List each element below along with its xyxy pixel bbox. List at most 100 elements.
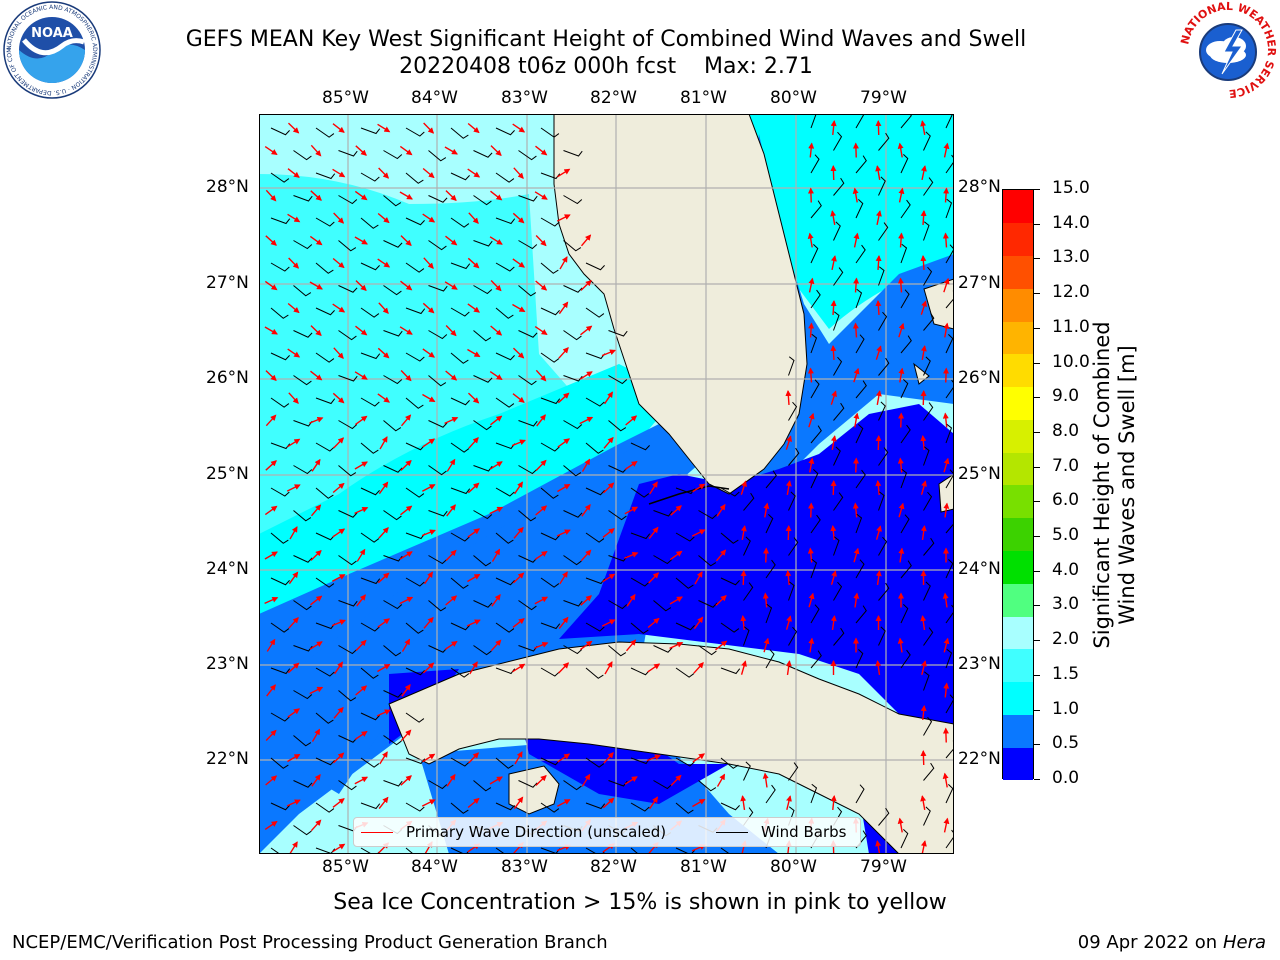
wind-barb [450, 487, 471, 495]
wave-direction-arrow [920, 210, 927, 226]
wave-direction-arrow [943, 322, 950, 338]
wind-barb [360, 397, 380, 407]
wave-direction-arrow [378, 796, 389, 809]
wave-direction-arrow [646, 754, 661, 762]
wind-barb [630, 487, 650, 498]
colorbar-segment [1003, 583, 1033, 617]
wind-barb [338, 240, 357, 252]
wave-direction-arrow [467, 482, 480, 494]
wind-barb [720, 847, 740, 854]
wind-barb [810, 244, 819, 264]
wave-direction-arrow [489, 371, 503, 380]
wave-direction-arrow [581, 504, 591, 517]
colorbar-segment [1003, 452, 1033, 486]
wave-direction-arrow [898, 547, 905, 563]
wind-barb [293, 150, 312, 161]
wind-barb [878, 132, 890, 151]
wave-direction-arrow [559, 256, 568, 270]
wave-direction-arrow [692, 798, 706, 808]
wind-barb [473, 195, 492, 206]
wave-direction-arrow [649, 481, 658, 495]
wind-barb [518, 330, 538, 338]
wave-direction-arrow [557, 168, 571, 178]
lat-label-right: 26°N [958, 368, 1001, 388]
wind-barb [855, 199, 864, 219]
wind-barb [900, 560, 912, 579]
wave-direction-arrow [265, 189, 277, 202]
wind-barb [360, 532, 380, 543]
wind-barb [270, 532, 289, 544]
wave-direction-arrow [556, 214, 571, 222]
wind-barb [855, 424, 864, 444]
wave-direction-arrow [669, 641, 684, 649]
wind-barb [293, 600, 312, 611]
wind-barb [563, 510, 583, 518]
wave-direction-arrow [740, 525, 747, 541]
nws-logo-icon: NATIONAL WEATHER SERVICE [1178, 0, 1278, 100]
wind-barb [608, 420, 627, 432]
wave-direction-arrow [920, 795, 927, 811]
wave-direction-arrow [377, 663, 391, 673]
wave-direction-arrow [288, 617, 299, 629]
wind-barb [270, 712, 290, 722]
lat-label-right: 24°N [958, 559, 1001, 579]
wave-direction-arrow [535, 774, 547, 786]
wave-direction-arrow [535, 459, 547, 472]
wave-direction-arrow [444, 146, 458, 155]
wave-direction-arrow [875, 390, 882, 406]
wind-barb [945, 114, 954, 129]
wind-barb [270, 352, 290, 361]
wave-direction-arrow [265, 729, 277, 742]
wave-direction-arrow [875, 210, 882, 225]
wave-direction-arrow [446, 773, 456, 787]
wave-direction-arrow [265, 414, 277, 427]
wave-direction-arrow [399, 145, 413, 156]
wind-barb [878, 311, 888, 331]
wind-barb [810, 379, 820, 399]
wave-direction-arrow [512, 212, 525, 224]
wind-barb [450, 352, 469, 364]
wave-direction-arrow [490, 415, 503, 426]
wave-direction-arrow [265, 460, 277, 471]
wind-barb [698, 555, 717, 567]
wave-direction-arrow [624, 461, 638, 470]
colorbar-tick-label: 13.0 [1052, 247, 1090, 268]
wind-barb [945, 740, 954, 759]
wind-barb [833, 627, 845, 646]
wind-barb [315, 487, 334, 499]
lon-label-bottom: 81°W [680, 857, 727, 877]
wind-barb [810, 425, 822, 444]
wave-direction-arrow [378, 481, 389, 495]
wave-direction-arrow [445, 370, 458, 381]
wind-barb [878, 807, 890, 826]
wave-direction-arrow [377, 618, 390, 628]
wind-barb [563, 285, 583, 293]
wind-barb [450, 262, 471, 270]
wave-direction-arrow [943, 277, 950, 293]
wind-barb [540, 307, 560, 316]
wave-direction-arrow [625, 415, 638, 426]
wave-direction-arrow [512, 663, 526, 673]
wind-barb [585, 262, 605, 271]
colorbar-tick-label: 10.0 [1052, 351, 1090, 372]
wind-barb [405, 667, 425, 676]
wave-direction-arrow [852, 502, 859, 518]
wind-barb [810, 514, 821, 534]
wind-barb [315, 712, 334, 724]
colorbar-tick-label: 12.0 [1052, 282, 1090, 303]
wave-direction-arrow [670, 505, 682, 516]
wind-barb [833, 267, 844, 286]
wind-barb [495, 307, 514, 319]
wind-barb [855, 334, 865, 354]
colorbar-tick-mark [1034, 397, 1040, 399]
wind-barb [495, 172, 515, 183]
wind-barb [383, 735, 402, 746]
wave-direction-arrow [580, 595, 592, 606]
colorbar-segment [1003, 353, 1033, 388]
wave-direction-arrow [333, 706, 344, 719]
wave-direction-arrow [309, 641, 323, 650]
wind-barb [878, 582, 890, 601]
wave-direction-arrow [808, 322, 815, 338]
wave-direction-arrow [853, 592, 860, 608]
wave-direction-arrow [943, 637, 950, 653]
